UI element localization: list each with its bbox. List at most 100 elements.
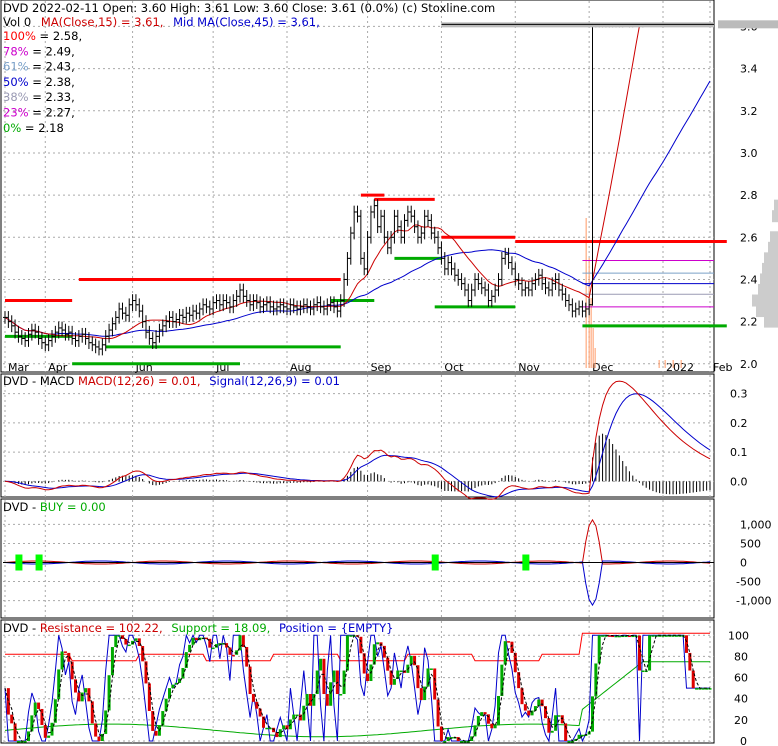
- stoch-step-bar: [614, 635, 618, 638]
- fib-label-value: = 2.38,: [32, 75, 75, 89]
- stoch-step-bar: [53, 699, 57, 723]
- stoch-step-bar: [698, 688, 702, 690]
- price-bar: [506, 247, 511, 269]
- stoch-step-bar: [13, 723, 17, 741]
- stoch-step-bar: [74, 679, 77, 693]
- stoch-step-bar: [171, 684, 175, 689]
- price-bar: [217, 294, 222, 312]
- volume-profile-bar: [770, 231, 778, 244]
- y-tick-label: 2.0: [740, 358, 758, 371]
- stoch-step-bar: [701, 688, 705, 690]
- price-bar: [288, 298, 293, 316]
- stoch-step-bar: [530, 710, 534, 716]
- stoch-step-bar: [268, 727, 272, 730]
- price-bar: [462, 277, 467, 297]
- stoch-step-bar: [490, 723, 494, 729]
- stoch-step-bar: [184, 652, 188, 668]
- stoch-step-bar: [70, 661, 74, 680]
- stoch-step-bar: [392, 678, 396, 685]
- price-bar: [244, 289, 249, 307]
- stoch-step-bar: [674, 635, 678, 637]
- stoch-step-bar: [90, 701, 94, 724]
- price-bar: [318, 296, 323, 314]
- stoch-step-bar: [503, 641, 507, 665]
- fib-label-pct: 100%: [3, 29, 40, 43]
- buy-y-tick: 0: [740, 557, 747, 570]
- stoch-step-bar: [668, 635, 672, 637]
- header-ma-line: Vol 0 MA(Close,15) = 3.61, Mid MA(Close,…: [3, 15, 320, 29]
- stoch-step-bar: [30, 715, 34, 732]
- price-bar: [409, 205, 414, 223]
- price-bar: [466, 283, 471, 307]
- price-bar: [144, 315, 148, 339]
- chart-background: [0, 0, 715, 744]
- stoch-step-bar: [611, 635, 615, 638]
- volume-profile-bar: [718, 20, 778, 29]
- macd-value-label: MACD(12,26) = 0.01,: [78, 374, 201, 388]
- panel-frame-buy: [0, 498, 715, 619]
- stoch-step-bar: [607, 635, 611, 637]
- fib-legend: 100% = 2.58, 78% = 2.49, 61% = 2.43, 50%…: [3, 29, 82, 135]
- price-bar: [546, 281, 551, 297]
- fib-label-1: 78% = 2.49,: [3, 44, 75, 58]
- resistance-value-label: Resistance = 102.22,: [40, 621, 163, 635]
- stoch-step-bar: [80, 692, 84, 702]
- price-bar: [499, 252, 504, 286]
- buy-signal-panel: 1,000 500 0 -500 -1,000: [3, 518, 772, 608]
- stoch-step-bar: [547, 718, 551, 733]
- stoch-step-bar: [124, 638, 128, 645]
- stoch-step-bar: [641, 670, 645, 673]
- stoch-step-bar: [500, 664, 504, 696]
- stoch-step-bar: [258, 708, 262, 717]
- stoch-step-bar: [248, 666, 252, 695]
- price-bar: [405, 205, 410, 227]
- stoch-step-bar: [627, 635, 631, 638]
- buy-marker: [431, 554, 439, 571]
- price-bar: [580, 300, 585, 318]
- stoch-step-bar: [624, 635, 628, 638]
- price-bar: [449, 256, 454, 276]
- price-bar: [375, 199, 380, 234]
- stoch-step-bar: [63, 651, 67, 653]
- stoch-step-bar: [325, 694, 329, 706]
- macd-y-tick: 0.1: [730, 446, 748, 459]
- price-bar: [432, 226, 437, 244]
- stoch-step-bar: [661, 635, 665, 637]
- volume-profile-bar: [764, 315, 778, 328]
- price-bar: [305, 298, 310, 314]
- x-tick-label: Oct: [444, 361, 464, 374]
- stoch-step-bar: [413, 655, 417, 666]
- fib-label-4: 38% = 2.33,: [3, 90, 75, 104]
- price-bar: [170, 311, 175, 328]
- stoch-step-bar: [144, 661, 148, 684]
- price-bar: [295, 300, 300, 316]
- volume-profile-bar: [774, 199, 778, 212]
- stoch-step-bar: [27, 731, 30, 741]
- ma15-line: [4, 23, 710, 340]
- stoch-step-bar: [453, 737, 457, 739]
- y-tick-label: 2.4: [740, 273, 758, 286]
- stoch-step-bar: [423, 686, 427, 701]
- stoch-step-bar: [601, 635, 605, 637]
- stoch-step-bar: [6, 688, 10, 715]
- resistance-support-panel: 100 80 60 40 20 0: [3, 629, 749, 746]
- fib-label-value: = 2.49,: [32, 44, 75, 58]
- volume-label: Vol 0: [3, 15, 31, 29]
- stoch-step-bar: [527, 710, 531, 716]
- panel-frame-stoch: [0, 619, 715, 744]
- stoch-step-bar: [439, 726, 443, 741]
- stoch-step-bar: [510, 641, 514, 653]
- stoch-step-bar: [319, 658, 323, 671]
- stoch-step-bar: [520, 688, 524, 705]
- stoch-step-bar: [382, 645, 386, 658]
- price-bar: [120, 302, 125, 320]
- price-bar: [426, 209, 430, 227]
- stoch-step-bar: [678, 635, 682, 637]
- stoch-step-bar: [436, 699, 440, 727]
- stoch-step-bar: [292, 714, 296, 720]
- stoch-step-bar: [164, 698, 168, 712]
- stoch-step-bar: [47, 735, 51, 738]
- stoch-step-bar: [181, 667, 185, 679]
- stoch-y-tick: 100: [728, 629, 749, 642]
- stoch-step-bar: [194, 637, 198, 641]
